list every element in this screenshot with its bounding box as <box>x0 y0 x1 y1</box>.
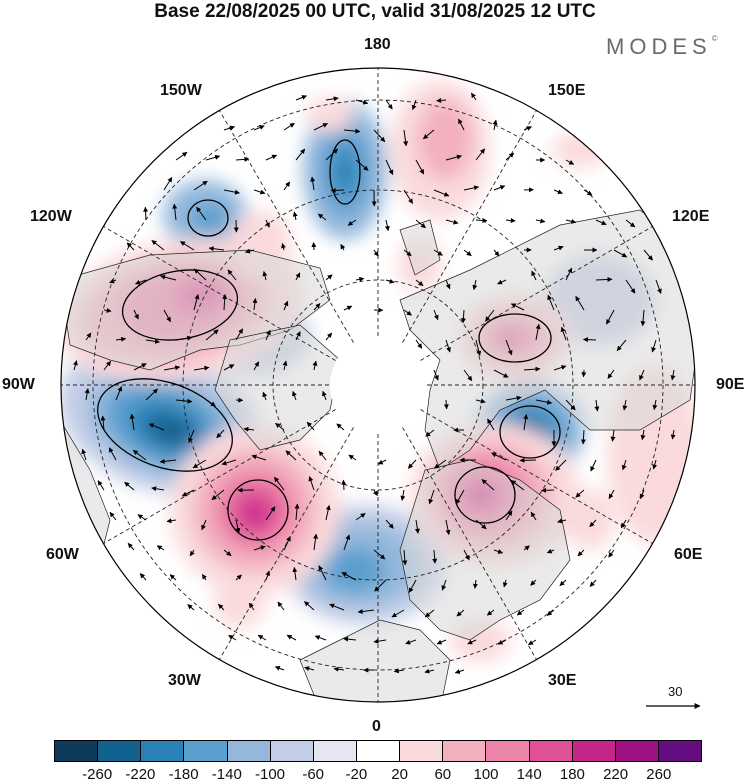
colorbar-swatch <box>314 741 357 761</box>
wind-vector <box>446 400 447 409</box>
colorbar-swatch <box>98 741 141 761</box>
colorbar-tick-label: 140 <box>517 766 542 783</box>
label-30w: 30W <box>168 672 201 690</box>
colorbar-tick-label: 60 <box>434 766 451 783</box>
label-120w: 120W <box>30 208 72 226</box>
colorbar-tick-label: -20 <box>346 766 368 783</box>
label-60e: 60E <box>674 546 702 564</box>
anomaly-patch <box>306 97 354 133</box>
wind-vector <box>145 207 146 220</box>
colorbar-swatch <box>357 741 400 761</box>
label-60w: 60W <box>46 546 79 564</box>
colorbar-tick-label: -60 <box>302 766 324 783</box>
label-120e: 120E <box>672 208 709 226</box>
label-90w: 90W <box>2 376 35 394</box>
anomaly-patch <box>243 502 267 526</box>
colorbar-tick-label: -260 <box>82 766 112 783</box>
label-90e: 90E <box>716 376 744 394</box>
colorbar-swatch <box>400 741 443 761</box>
colorbar-swatch <box>659 741 701 761</box>
colorbar-swatch <box>443 741 486 761</box>
colorbar-tick-label: 100 <box>473 766 498 783</box>
colorbar-swatch <box>271 741 314 761</box>
colorbar-swatch <box>55 741 98 761</box>
colorbar-swatch <box>616 741 659 761</box>
colorbar-tick-label: 180 <box>560 766 585 783</box>
anomaly-patch <box>552 132 608 168</box>
anomaly-patch <box>190 204 230 236</box>
colorbar-tick-label: -220 <box>125 766 155 783</box>
anomaly-patch <box>333 150 357 194</box>
anomaly-patch <box>566 490 614 550</box>
wind-vector <box>343 480 344 490</box>
label-180: 180 <box>364 36 391 54</box>
colorbar-swatch <box>573 741 616 761</box>
colorbar-tick-label: 20 <box>391 766 408 783</box>
colorbar-swatch <box>228 741 271 761</box>
colorbar-tick-label: -180 <box>169 766 199 783</box>
colorbar-tick-label: -140 <box>212 766 242 783</box>
colorbar <box>54 740 702 762</box>
wind-vector <box>331 190 344 191</box>
colorbar-swatch <box>486 741 529 761</box>
colorbar-ticks: -260 -220 -180 -140 -100 -60 -20 20 60 100 140 180 2… <box>0 766 750 784</box>
colorbar-tick-label: 260 <box>646 766 671 783</box>
label-30e: 30E <box>548 672 576 690</box>
anomaly-patch <box>214 572 266 628</box>
colorbar-swatch <box>184 741 227 761</box>
anomaly-patch <box>417 100 473 180</box>
map-field <box>37 50 720 730</box>
label-0: 0 <box>372 718 381 736</box>
reference-vector-label: 30 <box>668 684 682 699</box>
colorbar-tick-label: -100 <box>255 766 285 783</box>
label-150w: 150W <box>160 82 202 100</box>
wind-vector <box>583 339 596 340</box>
anomaly-patch <box>325 548 385 592</box>
pole-mask <box>330 337 426 433</box>
colorbar-tick-label: 220 <box>603 766 628 783</box>
colorbar-swatch <box>530 741 573 761</box>
label-150e: 150E <box>548 82 585 100</box>
colorbar-swatch <box>141 741 184 761</box>
